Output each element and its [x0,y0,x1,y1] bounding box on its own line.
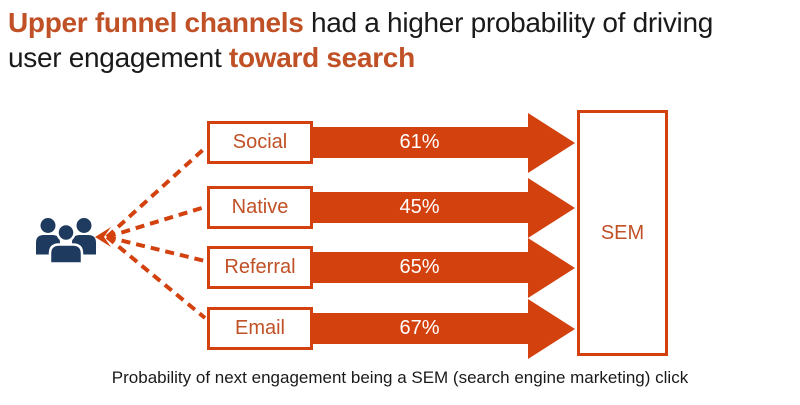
caption: Probability of next engagement being a S… [111,368,689,387]
channel-label: Referral [224,256,296,278]
headline-accent-1: Upper funnel channels [8,7,304,38]
people-group-icon [36,218,96,264]
headline-line-1: Upper funnel channels had a higher proba… [8,5,713,40]
arrow-head-icon [528,113,575,173]
channel-label: Social [232,131,288,153]
page-title: Upper funnel channels had a higher proba… [8,5,713,75]
arrow-head-icon [528,178,575,238]
channel-box-native: Native [207,186,313,229]
left-arrowhead-icon [95,227,111,247]
connector-dash-email [105,235,207,320]
dashed-connector-lines [95,146,207,320]
channel-box-referral: Referral [207,246,313,289]
probability-arrow-email: 67% [311,313,528,344]
arrow-head-icon [528,299,575,359]
sem-label: SEM [600,221,645,244]
probability-value: 45% [399,196,440,218]
probability-value: 65% [399,256,440,278]
probability-arrow-referral: 65% [311,252,528,283]
probability-arrow-social: 61% [311,127,528,158]
channel-box-social: Social [207,121,313,164]
headline-plain-1: had a higher probability of driving [303,7,713,38]
connector-dash-referral [106,235,206,263]
probability-value: 67% [399,317,440,339]
headline-line-2: user engagement toward search [8,40,713,75]
channel-label: Native [231,196,289,218]
sem-target-box: SEM [577,110,668,356]
headline-accent-2: toward search [228,42,415,73]
headline-plain-2: user engagement [8,42,229,73]
arrow-head-icon [528,238,575,298]
channel-box-email: Email [207,307,313,350]
connector-dash-native [106,205,206,239]
connector-dash-social [105,146,207,239]
channel-label: Email [234,317,285,339]
probability-value: 61% [399,131,440,153]
probability-arrow-native: 45% [311,192,528,223]
